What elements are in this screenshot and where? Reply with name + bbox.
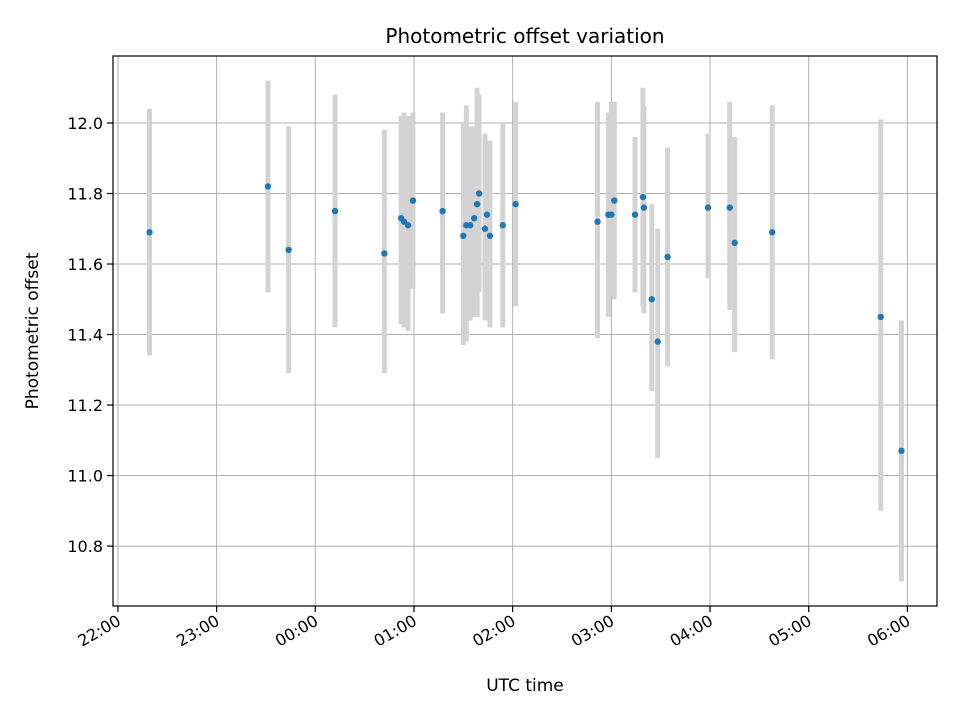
data-point — [769, 229, 776, 236]
data-points — [146, 183, 905, 455]
data-point — [146, 229, 153, 236]
chart-title: Photometric offset variation — [385, 24, 664, 48]
data-point — [475, 190, 483, 197]
data-point — [704, 204, 712, 211]
data-point — [512, 200, 519, 208]
data-point — [726, 204, 733, 211]
data-point — [483, 211, 491, 218]
y-axis-ticks: 10.8 11.0 11.2 11.4 11.6 11.8 12.0 — [67, 114, 113, 556]
data-point — [460, 232, 467, 240]
y-tick-label: 12.0 — [67, 114, 103, 133]
data-point — [439, 207, 446, 215]
data-point — [381, 250, 388, 257]
data-point — [470, 214, 478, 222]
y-tick-label: 11.8 — [67, 185, 103, 204]
data-point — [877, 313, 884, 321]
x-axis-label: UTC time — [486, 676, 564, 696]
data-point — [486, 232, 494, 240]
y-tick-label: 11.4 — [67, 326, 103, 345]
data-point — [640, 204, 648, 211]
data-point — [608, 211, 615, 218]
y-tick-label: 11.6 — [67, 255, 103, 274]
data-point — [611, 197, 618, 204]
data-point — [648, 296, 656, 303]
grid — [113, 56, 937, 606]
data-point — [731, 239, 738, 247]
data-point — [467, 222, 474, 229]
data-point — [404, 222, 412, 229]
data-point — [409, 197, 417, 204]
y-axis-label: Photometric offset — [23, 252, 43, 409]
plot-frame — [112, 55, 938, 607]
y-tick-label: 10.8 — [67, 537, 103, 556]
data-point — [331, 207, 339, 215]
data-point — [285, 246, 292, 254]
data-point — [631, 211, 639, 218]
y-tick-label: 11.2 — [67, 396, 103, 415]
data-point — [594, 218, 601, 225]
data-point — [654, 338, 661, 345]
data-point — [473, 200, 481, 208]
data-point — [639, 193, 647, 201]
data-point — [664, 253, 671, 261]
data-point — [481, 225, 489, 232]
data-point — [264, 183, 272, 190]
y-tick-label: 11.0 — [67, 467, 103, 486]
data-point — [898, 447, 905, 455]
data-point — [499, 222, 506, 229]
